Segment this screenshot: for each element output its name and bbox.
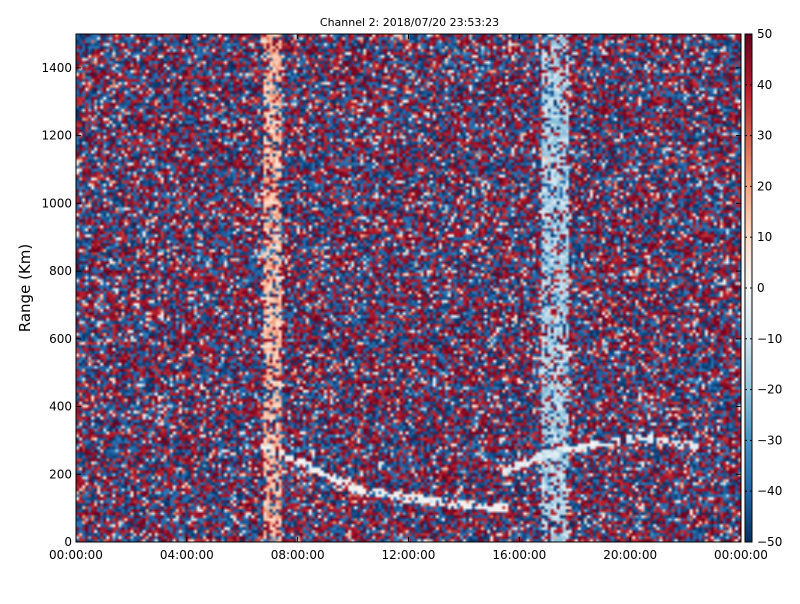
y-axis-label: Range (Km) xyxy=(16,243,34,333)
y-tick-label: 0 xyxy=(64,535,72,549)
x-tick-label: 00:00:00 xyxy=(714,548,768,562)
colorbar-tick-label: −20 xyxy=(757,383,782,397)
colorbar-tick-label: −40 xyxy=(757,484,782,498)
colorbar-tick-label: −10 xyxy=(757,332,782,346)
colorbar-tick-label: 0 xyxy=(757,281,765,295)
y-tick-label: 1200 xyxy=(41,129,72,143)
y-tick-label: 400 xyxy=(49,400,72,414)
y-axis: 0 200 400 600 800 1000 1200 1400 xyxy=(41,61,741,549)
x-tick-label: 04:00:00 xyxy=(160,548,214,562)
y-tick-label: 1400 xyxy=(41,61,72,75)
colorbar-tick-label: 20 xyxy=(757,179,772,193)
y-tick-label: 200 xyxy=(49,467,72,481)
colorbar-tick-label: 40 xyxy=(757,78,772,92)
x-tick-label: 08:00:00 xyxy=(271,548,325,562)
colorbar-tick-label: −50 xyxy=(757,535,782,549)
colorbar-ticks: −50 −40 −30 −20 −10 0 10 20 30 40 50 xyxy=(745,27,782,549)
y-tick-label: 1000 xyxy=(41,196,72,210)
chart-title: Channel 2: 2018/07/20 23:53:23 xyxy=(319,16,500,29)
heatmap-image xyxy=(76,34,741,542)
x-tick-label: 12:00:00 xyxy=(382,548,436,562)
colorbar-tick-label: 50 xyxy=(757,27,772,41)
y-tick-label: 600 xyxy=(49,332,72,346)
colorbar: −50 −40 −30 −20 −10 0 10 20 30 40 50 xyxy=(744,27,782,549)
colorbar-tick-label: 30 xyxy=(757,129,772,143)
x-tick-label: 20:00:00 xyxy=(603,548,657,562)
y-tick-label: 800 xyxy=(49,264,72,278)
x-tick-label: 16:00:00 xyxy=(492,548,546,562)
x-tick-label: 00:00:00 xyxy=(49,548,103,562)
x-axis: 00:00:00 04:00:00 08:00:00 12:00:00 16:00:00… xyxy=(49,34,768,562)
heatmap-cells xyxy=(76,34,741,542)
colorbar-tick-label: 10 xyxy=(757,230,772,244)
colorbar-tick-label: −30 xyxy=(757,433,782,447)
